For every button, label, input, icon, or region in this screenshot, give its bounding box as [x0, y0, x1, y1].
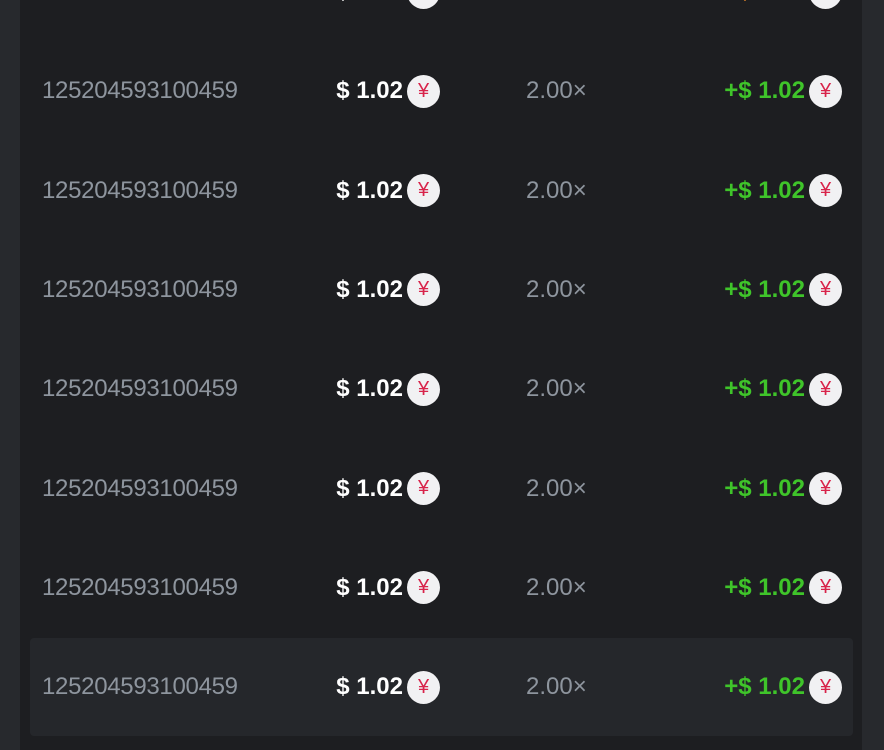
bet-amount: $ 1.02¥	[270, 142, 440, 240]
bet-multiplier: 2.00×	[526, 142, 587, 240]
bet-multiplier: 2.00×	[526, 440, 587, 538]
yuan-coin-icon: ¥	[407, 174, 440, 208]
yuan-coin-icon: ¥	[407, 571, 440, 605]
yuan-coin-icon: ¥	[809, 174, 842, 208]
bet-payout-text: +$ 1.02	[724, 673, 805, 701]
bet-payout: +$ 1.02 ¥	[630, 0, 842, 41]
bet-amount: $ 1.02 ¥	[270, 0, 440, 41]
yuan-coin-icon: ¥	[809, 472, 842, 505]
bet-id: 125204593100459	[42, 241, 264, 339]
bet-id: 125204593100459	[42, 440, 264, 538]
bet-payout-text: +$ 1.02	[724, 0, 805, 6]
yuan-coin-icon: ¥	[407, 74, 440, 108]
bet-multiplier: 2.00×	[526, 42, 587, 140]
bet-id: 125204593100459	[42, 142, 264, 240]
bet-id: 125204593100459	[42, 539, 264, 637]
bet-amount-text: $ 1.02	[336, 573, 403, 601]
yuan-coin-icon: ¥	[407, 273, 440, 307]
bet-id: 125204593100459	[42, 0, 264, 41]
bet-multiplier-text: 2.00×	[526, 77, 587, 105]
bet-amount: $ 1.02¥	[270, 42, 440, 140]
bet-row[interactable]: 125204593100459$ 1.02¥2.00×+$ 1.02¥	[30, 539, 853, 637]
bet-multiplier-text: 2.00×	[526, 573, 587, 601]
bet-id-text: 125204593100459	[42, 474, 238, 502]
bet-multiplier: 2.00×	[526, 638, 587, 736]
bet-amount-text: $ 1.02	[336, 673, 403, 701]
bet-amount: $ 1.02¥	[270, 638, 440, 736]
bet-amount: $ 1.02¥	[270, 340, 440, 438]
bet-payout: +$ 1.02¥	[630, 42, 842, 140]
bet-payout: +$ 1.02¥	[630, 539, 842, 637]
bet-id-text: 125204593100459	[42, 0, 238, 6]
bet-amount: $ 1.02¥	[270, 539, 440, 637]
bet-multiplier: 2.00×	[526, 340, 587, 438]
bet-payout-text: +$ 1.02	[724, 176, 805, 204]
bet-row[interactable]: 125204593100459$ 1.02¥2.00×+$ 1.02¥	[30, 241, 853, 339]
bet-row[interactable]: 125204593100459$ 1.02¥2.00×+$ 1.02¥	[30, 638, 853, 737]
bet-payout: +$ 1.02¥	[630, 638, 842, 736]
bet-multiplier-text: 2.00×	[526, 0, 587, 6]
bet-multiplier-text: 2.00×	[526, 673, 587, 701]
bet-payout-text: +$ 1.02	[724, 573, 805, 601]
bet-amount-text: $ 1.02	[336, 0, 403, 6]
yuan-coin-icon: ¥	[809, 372, 842, 406]
bet-amount-text: $ 1.02	[336, 275, 403, 303]
yuan-coin-icon: ¥	[809, 0, 842, 9]
bet-payout-text: +$ 1.02	[724, 275, 805, 303]
bet-multiplier-text: 2.00×	[526, 375, 587, 403]
bet-id-text: 125204593100459	[42, 673, 238, 701]
bet-amount-text: $ 1.02	[336, 77, 403, 105]
bet-id-text: 125204593100459	[42, 375, 238, 403]
bet-multiplier: 2.00×	[526, 241, 587, 339]
bet-amount-text: $ 1.02	[336, 176, 403, 204]
bet-multiplier-text: 2.00×	[526, 176, 587, 204]
bet-id-text: 125204593100459	[42, 176, 238, 204]
yuan-coin-icon: ¥	[407, 472, 440, 505]
bet-amount-text: $ 1.02	[336, 375, 403, 403]
bet-amount-text: $ 1.02	[336, 474, 403, 502]
bet-id: 125204593100459	[42, 638, 264, 736]
bet-payout-text: +$ 1.02	[724, 474, 805, 502]
bet-row[interactable]: 125204593100459$ 1.02¥2.00×+$ 1.02¥	[30, 340, 853, 438]
bet-multiplier: 2.00×	[526, 539, 587, 637]
bet-payout: +$ 1.02¥	[630, 440, 842, 538]
bet-payout-text: +$ 1.02	[724, 375, 805, 403]
bet-amount: $ 1.02¥	[270, 440, 440, 538]
yuan-coin-icon: ¥	[809, 74, 842, 108]
bet-id: 125204593100459	[42, 42, 264, 140]
bet-multiplier: 2.00×	[526, 0, 587, 41]
bet-payout: +$ 1.02¥	[630, 241, 842, 339]
bet-id-text: 125204593100459	[42, 573, 238, 601]
bet-payout: +$ 1.02¥	[630, 142, 842, 240]
bet-multiplier-text: 2.00×	[526, 474, 587, 502]
yuan-coin-icon: ¥	[407, 0, 440, 9]
bet-row[interactable]: 125204593100459 $ 1.02 ¥2.00× +$ 1.02 ¥	[30, 0, 853, 41]
yuan-coin-icon: ¥	[809, 670, 842, 704]
bet-payout: +$ 1.02¥	[630, 340, 842, 438]
bet-id-text: 125204593100459	[42, 275, 238, 303]
yuan-coin-icon: ¥	[809, 571, 842, 605]
bet-id-text: 125204593100459	[42, 77, 238, 105]
bet-id: 125204593100459	[42, 340, 264, 438]
yuan-coin-icon: ¥	[809, 273, 842, 307]
yuan-coin-icon: ¥	[407, 670, 440, 704]
yuan-coin-icon: ¥	[407, 372, 440, 406]
bet-amount: $ 1.02¥	[270, 241, 440, 339]
bet-row[interactable]: 125204593100459$ 1.02¥2.00×+$ 1.02¥	[30, 142, 853, 240]
bet-row[interactable]: 125204593100459$ 1.02¥2.00×+$ 1.02¥	[30, 42, 853, 140]
bet-row[interactable]: 125204593100459$ 1.02¥2.00×+$ 1.02¥	[30, 440, 853, 538]
bet-payout-text: +$ 1.02	[724, 77, 805, 105]
bets-list: 125204593100459 $ 1.02 ¥2.00× +$ 1.02 ¥12520…	[20, 0, 862, 750]
bet-multiplier-text: 2.00×	[526, 275, 587, 303]
